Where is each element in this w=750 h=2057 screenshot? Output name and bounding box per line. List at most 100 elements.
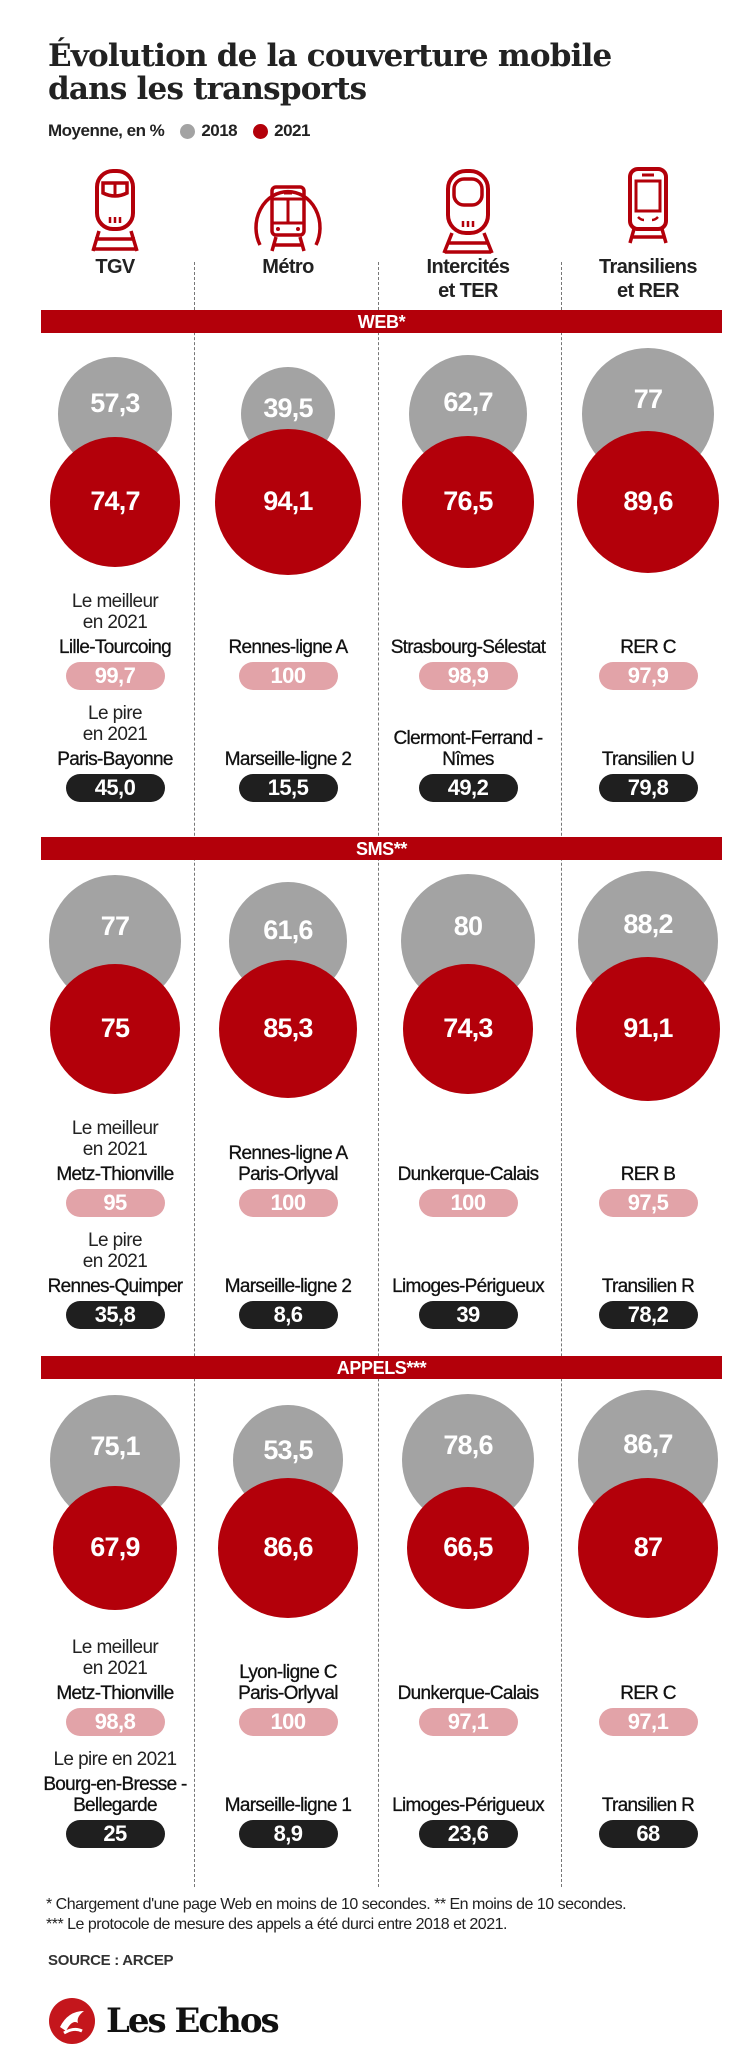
column-divider (378, 262, 379, 1887)
bubble-2021: 76,5 (402, 436, 534, 568)
best-value-pill: 100 (238, 1189, 338, 1217)
worst-value-pill: 15,5 (238, 774, 338, 802)
worst-text-block: Clermont-Ferrand - Nîmes (378, 674, 558, 770)
best-label: en 2021 (82, 612, 148, 633)
best-value-pill: 97,1 (418, 1708, 518, 1736)
worst-text-block: Limoges-Périgueux (378, 1201, 558, 1297)
footnote: * Chargement d'une page Web en moins de … (46, 1896, 627, 1913)
column-divider (561, 262, 562, 1887)
best-text-block: RER C (558, 1608, 738, 1704)
best-route-name: Rennes-ligne A (228, 1143, 348, 1164)
best-text-block: Dunkerque-Calais (378, 1608, 558, 1704)
worst-text-block: Le pire en 2021 Paris-Bayonne (25, 674, 205, 770)
worst-label: Le pire en 2021 (53, 1749, 177, 1770)
worst-value-pill: 39 (418, 1301, 518, 1329)
worst-route-name: Marseille-ligne 2 (224, 1276, 352, 1297)
column-header-line: TGV (95, 256, 135, 278)
bubble-2021: 75 (50, 964, 180, 1094)
worst-route-name: Marseille-ligne 2 (224, 749, 352, 770)
worst-text-block: Marseille-ligne 1 (198, 1720, 378, 1816)
worst-text-block: Limoges-Périgueux (378, 1720, 558, 1816)
best-route-name: Dunkerque-Calais (397, 1683, 539, 1704)
best-label: Le meilleur (71, 1637, 159, 1658)
best-text-block: Le meilleur en 2021 Metz-Thionville (25, 1608, 205, 1704)
best-route-name: RER C (620, 1683, 677, 1704)
best-text-block: Strasbourg-Sélestat (378, 562, 558, 658)
column-header: Métro (198, 255, 378, 279)
brand-logo: Les Echos (48, 1997, 280, 2045)
legend: Moyenne, en % 2018 2021 (48, 121, 310, 141)
worst-value-pill: 23,6 (418, 1820, 518, 1848)
worst-route-name: Paris-Bayonne (57, 749, 174, 770)
legend-dot-2021 (253, 123, 269, 139)
bubble-2021: 74,7 (50, 437, 180, 567)
worst-route-name: Bellegarde (73, 1795, 158, 1816)
section-header-appels: APPELS*** (41, 1356, 722, 1379)
column-header-line: Métro (262, 256, 314, 278)
best-label: Le meilleur (71, 591, 159, 612)
worst-route-name: Marseille-ligne 1 (224, 1795, 352, 1816)
best-text-block: RER B (558, 1089, 738, 1185)
best-value-pill: 95 (65, 1189, 165, 1217)
best-value-pill: 100 (238, 1708, 338, 1736)
intercites-train-icon (428, 165, 508, 257)
best-value-pill: 97,1 (598, 1708, 698, 1736)
best-value-pill: 98,8 (65, 1708, 165, 1736)
title-line: dans les transports (48, 71, 367, 107)
transilien-train-icon (608, 165, 688, 257)
worst-route-name: Rennes-Quimper (47, 1276, 183, 1297)
best-route-name: Lyon-ligne C (239, 1662, 338, 1683)
legend-dot-2018 (180, 123, 196, 139)
worst-route-name: Nîmes (442, 749, 494, 770)
worst-value-pill: 8,9 (238, 1820, 338, 1848)
worst-value-pill: 45,0 (65, 774, 165, 802)
best-route-name: RER C (620, 637, 677, 658)
legend-label: Moyenne, en % (48, 121, 165, 140)
bubble-2021: 66,5 (406, 1486, 530, 1610)
best-text-block: Dunkerque-Calais (378, 1089, 558, 1185)
legend-item-2021: 2021 (274, 121, 310, 140)
worst-text-block: Marseille-ligne 2 (198, 1201, 378, 1297)
bubble-2021: 94,1 (215, 429, 361, 575)
column-header-line: et RER (617, 280, 680, 302)
worst-route-name: Limoges-Périgueux (392, 1795, 545, 1816)
worst-route-name: Limoges-Périgueux (392, 1276, 545, 1297)
column-header-line: Intercités (426, 256, 511, 278)
worst-label: Le pire (88, 1230, 143, 1251)
worst-label: Le pire (88, 703, 143, 724)
best-text-block: Lyon-ligne C Paris-Orlyval (198, 1608, 378, 1704)
best-value-pill: 99,7 (65, 662, 165, 690)
footnote: *** Le protocole de mesure des appels a … (46, 1916, 507, 1933)
best-value-pill: 97,5 (598, 1189, 698, 1217)
best-route-name: RER B (620, 1164, 677, 1185)
worst-route-name: Clermont-Ferrand - (393, 728, 543, 749)
best-value-pill: 98,9 (418, 662, 518, 690)
worst-value-pill: 79,8 (598, 774, 698, 802)
column-divider (194, 262, 195, 1887)
worst-text-block: Transilien R (558, 1720, 738, 1816)
best-route-name: Metz-Thionville (56, 1164, 174, 1185)
best-route-name: Strasbourg-Sélestat (390, 637, 547, 658)
best-route-name: Rennes-ligne A (228, 637, 348, 658)
worst-text-block: Le pire en 2021 Bourg-en-Bresse - Bellegar… (25, 1720, 205, 1816)
worst-route-name: Bourg-en-Bresse - (43, 1774, 187, 1795)
best-route-name: Lille-Tourcoing (58, 637, 172, 658)
worst-value-pill: 35,8 (65, 1301, 165, 1329)
best-route-name: Paris-Orlyval (238, 1164, 339, 1185)
best-route-name: Dunkerque-Calais (397, 1164, 539, 1185)
best-text-block: Rennes-ligne A (198, 562, 378, 658)
column-header: Intercités et TER (378, 255, 558, 303)
best-text-block: Le meilleur en 2021 Metz-Thionville (25, 1089, 205, 1185)
column-header: TGV (25, 255, 205, 279)
worst-label: en 2021 (82, 724, 148, 745)
chart-title: Évolution de la couverture mobile dans l… (48, 40, 612, 107)
legend-item-2018: 2018 (201, 121, 238, 140)
tgv-train-icon (75, 165, 155, 257)
worst-label: en 2021 (82, 1251, 148, 1272)
worst-route-name: Transilien R (601, 1795, 695, 1816)
bubble-2021: 67,9 (53, 1486, 177, 1610)
best-label: Le meilleur (71, 1118, 159, 1139)
source-credit: SOURCE : ARCEP (48, 1952, 174, 1969)
worst-text-block: Marseille-ligne 2 (198, 674, 378, 770)
bubble-2021: 74,3 (403, 964, 533, 1094)
